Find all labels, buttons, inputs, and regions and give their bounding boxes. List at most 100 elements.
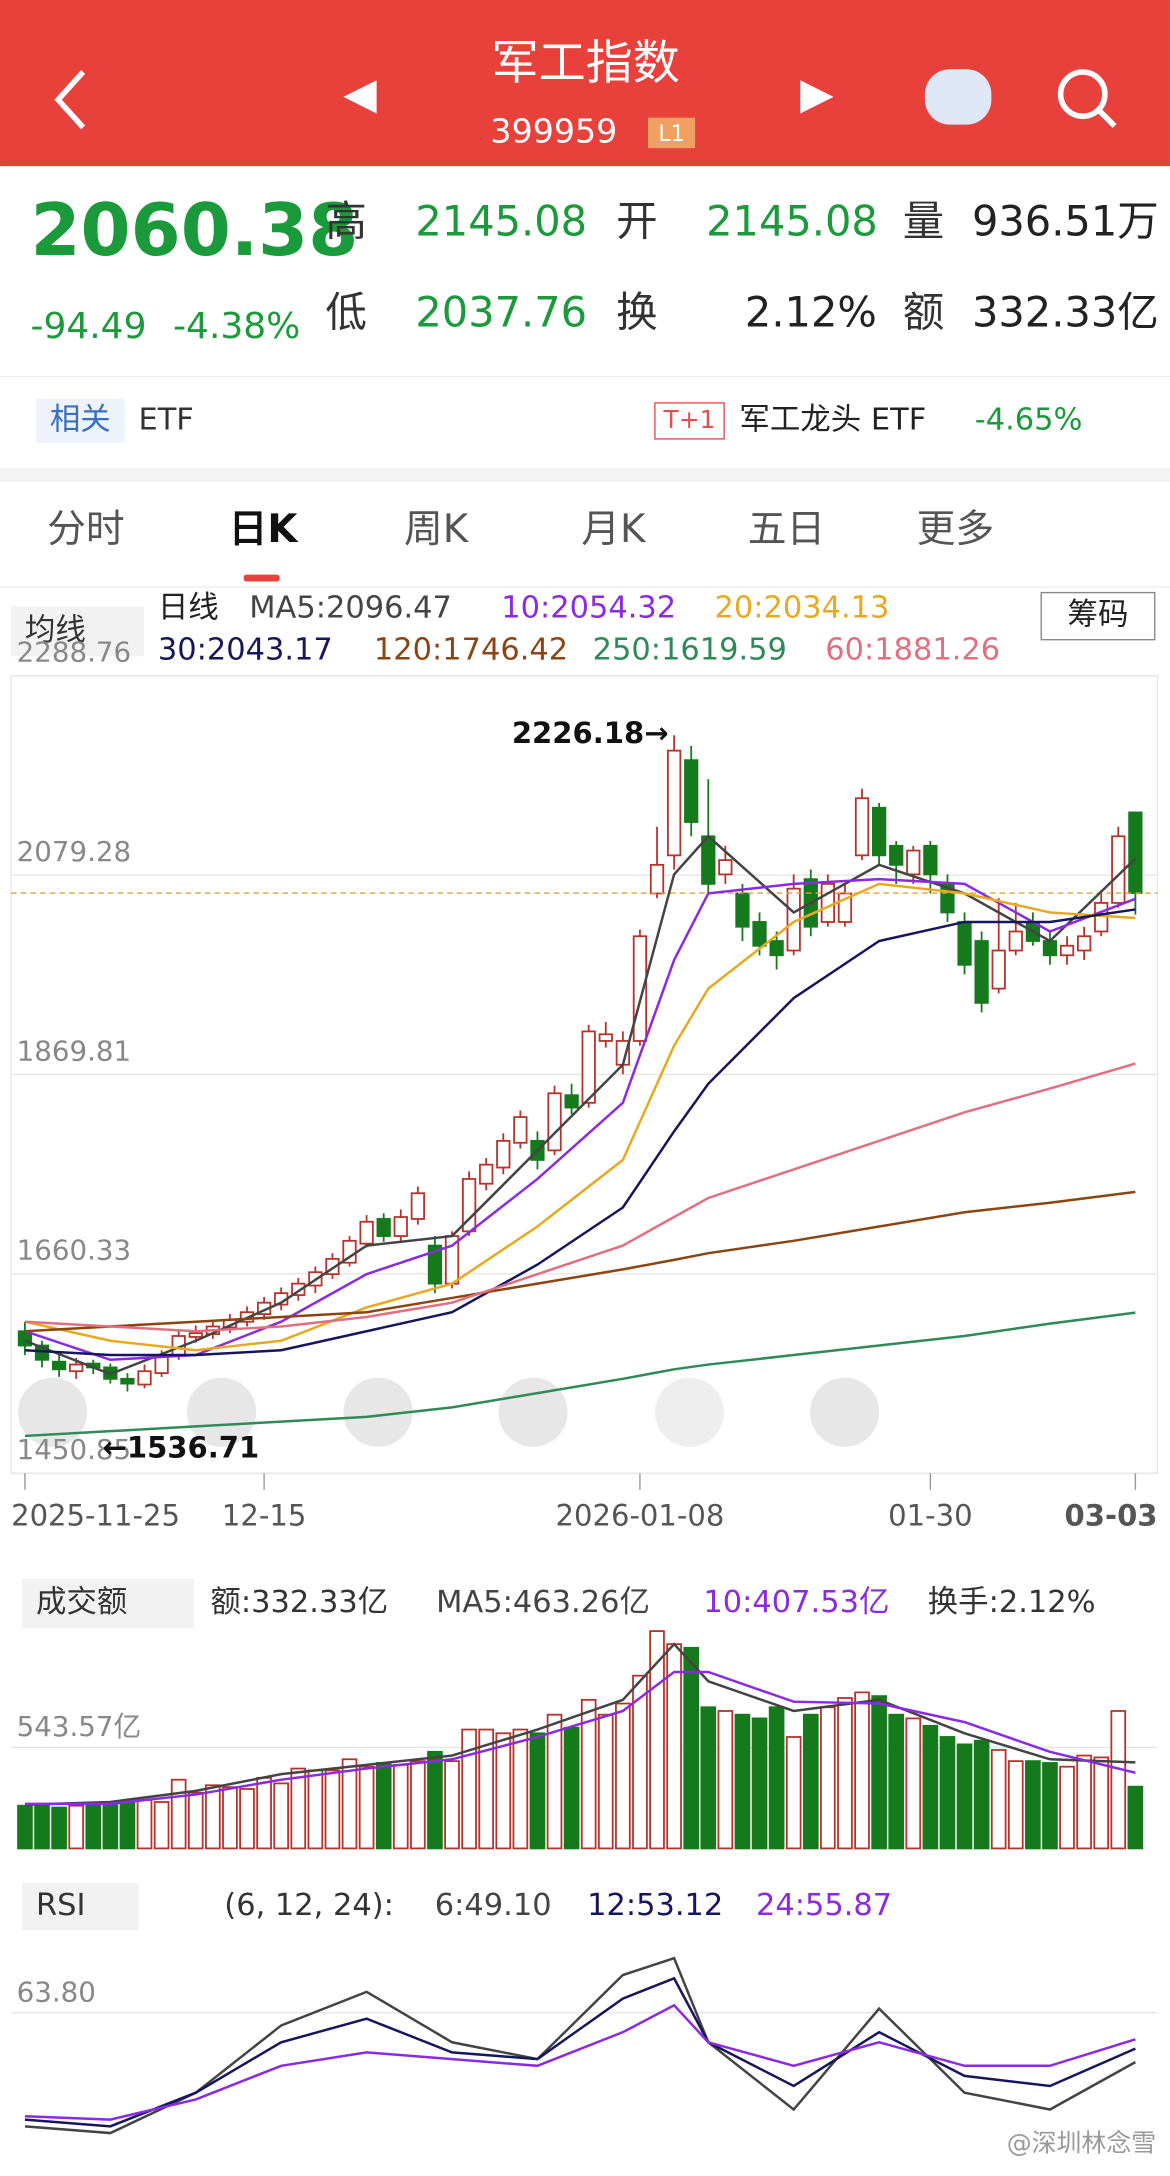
y-tick-label: 2079.28 <box>17 835 132 868</box>
y-tick-label: 63.80 <box>17 1975 96 2008</box>
volume-bar <box>1025 1760 1041 1850</box>
volume-bar <box>68 1804 85 1850</box>
fund[interactable]: 军工龙头 ETF <box>739 402 926 437</box>
candle-body <box>1059 944 1075 957</box>
tab[interactable]: 周K <box>404 507 470 552</box>
tab[interactable]: 日K <box>229 507 300 552</box>
zoom-in[interactable] <box>186 1377 257 1447</box>
etf-link[interactable]: ETF <box>138 402 193 437</box>
level: L1 <box>658 121 684 147</box>
candle-body <box>991 949 1006 990</box>
candle-body <box>871 806 887 857</box>
candle-body <box>479 1163 494 1185</box>
legend-entry: 10:407.53亿 <box>703 1585 889 1620</box>
volume-bar <box>478 1728 495 1850</box>
zoom-left[interactable] <box>18 1377 88 1447</box>
value: 332.33亿 <box>972 288 1159 337</box>
indicator-line <box>24 834 1137 1376</box>
watermark: @深圳林念雪 <box>1007 2129 1156 2158</box>
candle-body <box>393 1216 408 1237</box>
volume-bar <box>597 1713 614 1850</box>
robot-icon[interactable] <box>924 69 992 125</box>
x-tick-label: 12-15 <box>222 1499 306 1533</box>
candle-body <box>410 1192 425 1220</box>
volume-bar <box>1007 1760 1024 1850</box>
volume-bar <box>1093 1756 1110 1850</box>
candle-body <box>906 849 921 876</box>
volume-bar <box>17 1804 33 1850</box>
tab[interactable]: 五日 <box>748 507 826 552</box>
zoom-out[interactable] <box>343 1377 413 1447</box>
tab[interactable]: 更多 <box>917 507 995 552</box>
volume-bar <box>205 1784 221 1850</box>
search-icon-handle <box>1097 108 1117 128</box>
volume-bar <box>529 1732 546 1850</box>
volume-bar <box>170 1778 187 1850</box>
legend-entry: 250:1619.59 <box>593 632 787 667</box>
quote: 2060.38 -94.49 -4.38% 高 2145.08 开 2145.0… <box>30 188 1158 347</box>
candle-body <box>359 1220 374 1245</box>
candle-body <box>513 1116 528 1144</box>
volume-bar <box>734 1713 751 1850</box>
value: 2145.08 <box>415 196 587 245</box>
candle-body <box>923 844 938 876</box>
tab[interactable]: 月K <box>581 507 647 552</box>
volume-bar <box>1042 1762 1058 1850</box>
volume-bar <box>495 1732 512 1850</box>
volume-bar <box>649 1630 665 1850</box>
volume-bar <box>768 1706 785 1850</box>
volume-bar <box>939 1736 956 1850</box>
volume-bar <box>358 1765 375 1850</box>
candle-body <box>735 892 750 928</box>
volume-bar <box>956 1743 973 1850</box>
candle-body <box>547 1092 562 1152</box>
indicator-line <box>24 2003 1136 2121</box>
chip-button[interactable] <box>1040 591 1156 641</box>
volume-bar <box>119 1801 136 1850</box>
legend-entry: 24:55.87 <box>756 1888 892 1923</box>
candle-body <box>291 1282 306 1296</box>
volume-bar <box>922 1724 939 1850</box>
move-right[interactable] <box>654 1377 725 1447</box>
fund-change: -4.65% <box>975 402 1083 437</box>
volume-bar <box>751 1717 768 1850</box>
next-button[interactable] <box>800 80 834 114</box>
y-tick-label: 543.57亿 <box>17 1710 142 1743</box>
legend-entry: 12:53.12 <box>587 1888 723 1923</box>
prev-button[interactable] <box>343 80 377 114</box>
volume-bar <box>700 1706 717 1850</box>
candle-body <box>684 759 699 823</box>
volume-bar <box>85 1804 102 1850</box>
candle-body <box>581 1030 596 1104</box>
indicator-line <box>24 1976 1136 2128</box>
back-button[interactable] <box>54 70 86 130</box>
candle-body <box>1128 811 1143 894</box>
candle-body <box>1076 935 1092 952</box>
value: 2145.08 <box>706 196 878 245</box>
candle-body <box>769 940 784 957</box>
title: 军工指数 <box>492 36 680 91</box>
volume-bar <box>392 1763 409 1850</box>
volume-bar <box>615 1702 631 1850</box>
x-tick-label: 2026-01-08 <box>555 1499 724 1533</box>
label: 高 <box>325 196 367 245</box>
volume-bar <box>34 1802 50 1850</box>
fullscreen[interactable] <box>809 1377 880 1447</box>
tab[interactable]: 分时 <box>47 507 125 552</box>
badge-box <box>654 402 725 440</box>
volume-bar <box>683 1646 700 1850</box>
rsi-selector[interactable] <box>22 1883 139 1931</box>
volume-bar <box>632 1674 648 1850</box>
volume-bar <box>837 1697 853 1850</box>
volume-bar <box>187 1791 204 1850</box>
search-icon[interactable] <box>1057 69 1108 120</box>
indicator-line <box>24 1670 1136 1806</box>
move-left[interactable] <box>498 1377 568 1447</box>
ma-selector[interactable] <box>11 606 145 657</box>
related-tag <box>36 398 125 444</box>
x-tick-label: 03-03 <box>1065 1499 1158 1533</box>
volume-selector[interactable] <box>22 1578 194 1629</box>
tab-indicator <box>243 574 280 582</box>
indicator-line <box>24 1190 1136 1333</box>
